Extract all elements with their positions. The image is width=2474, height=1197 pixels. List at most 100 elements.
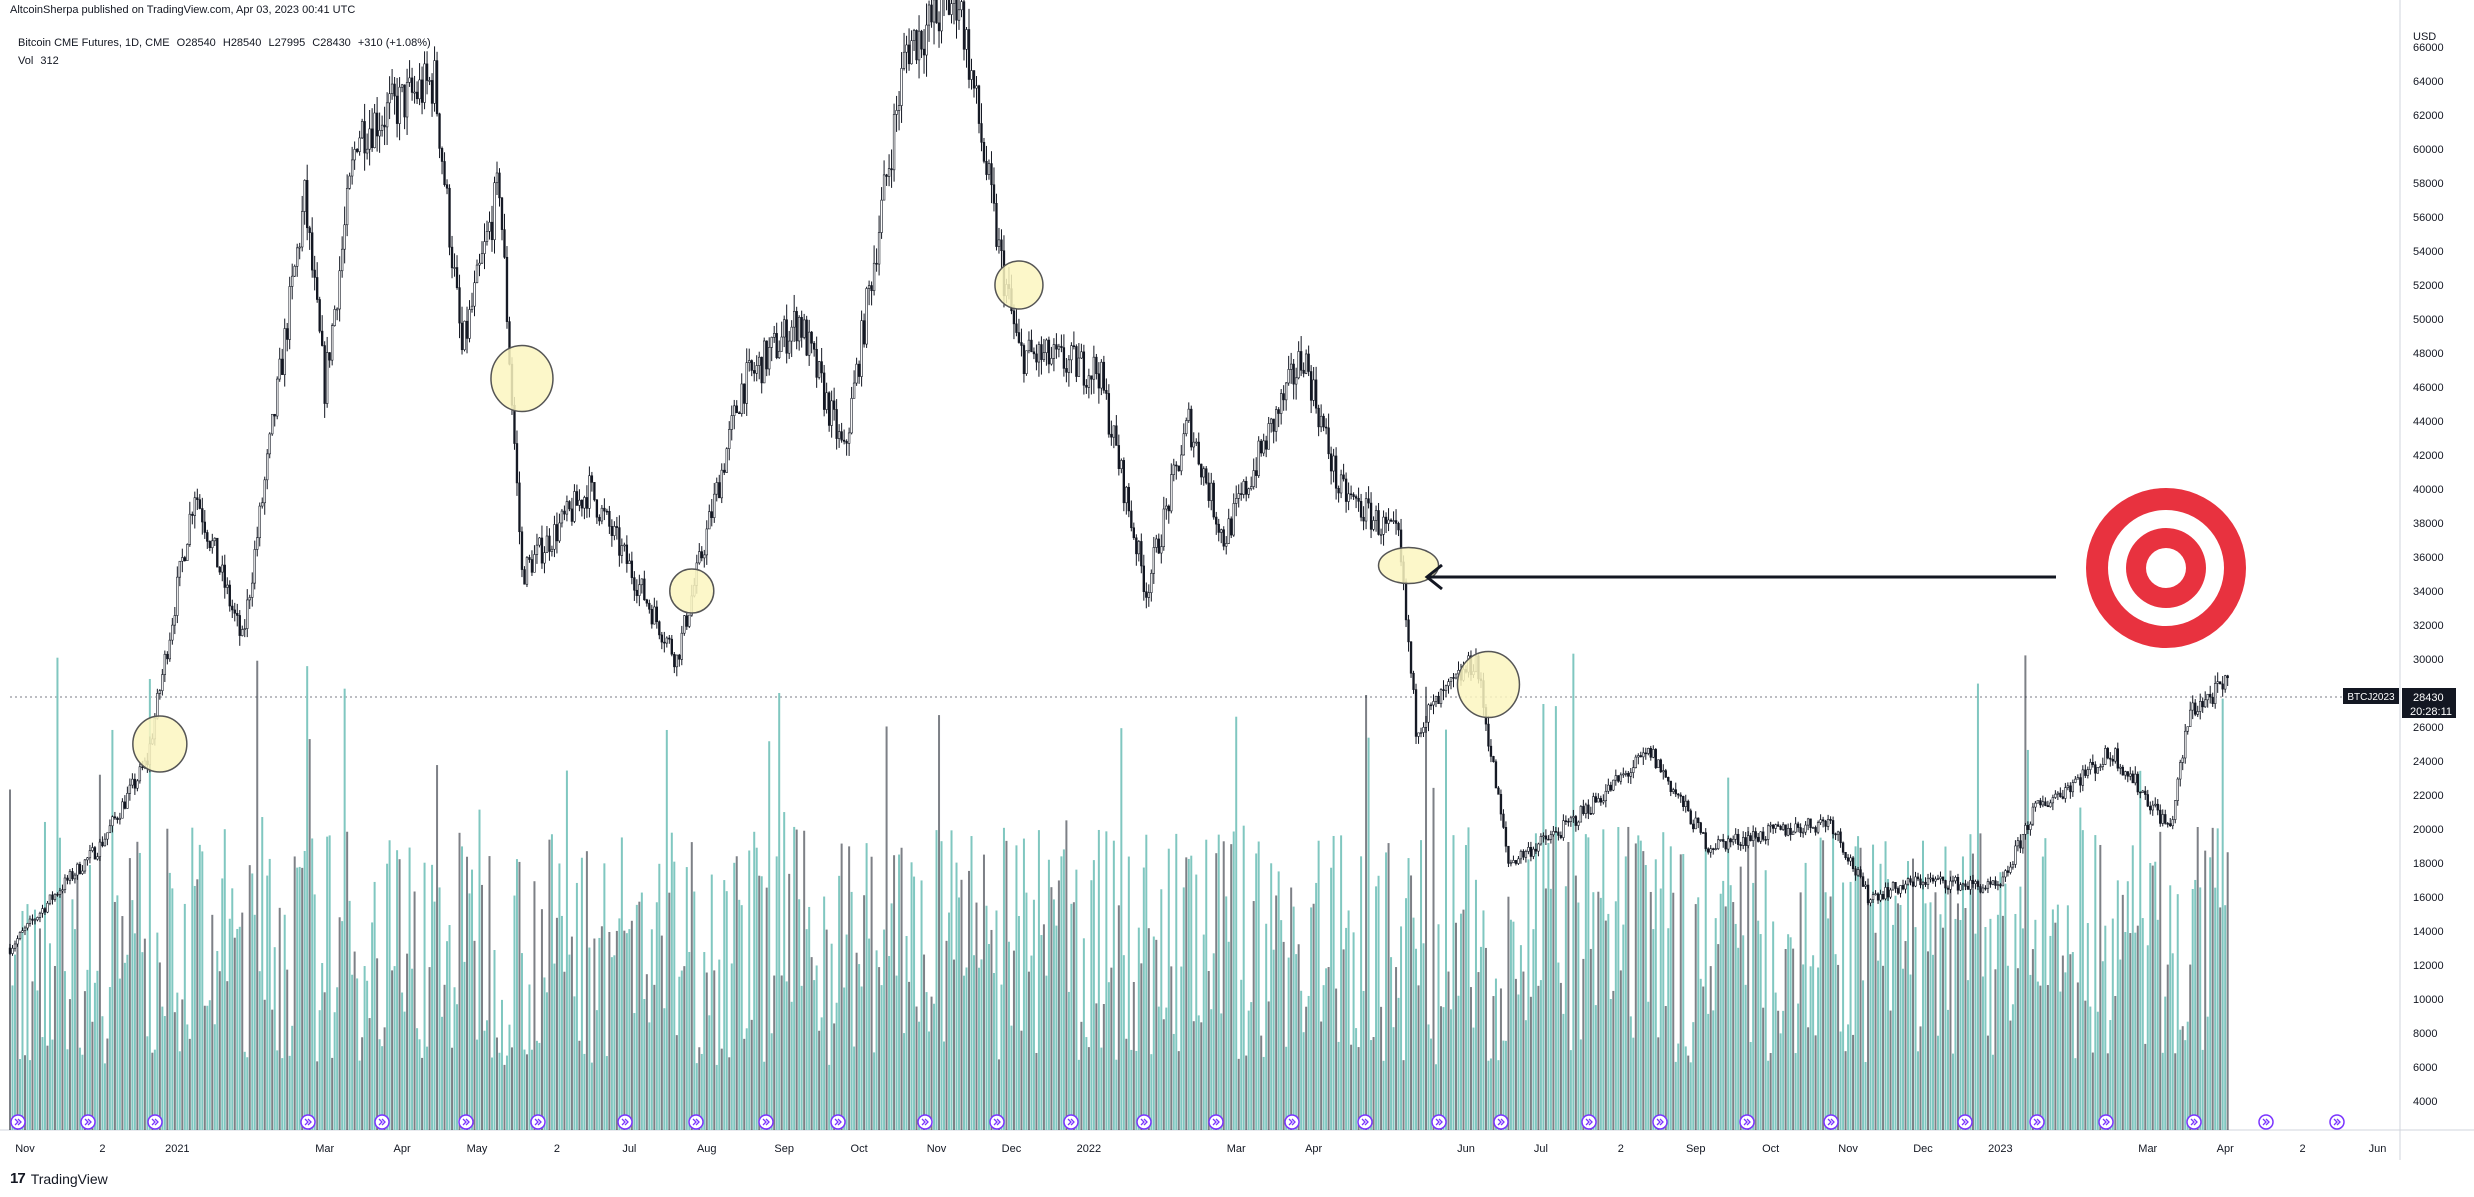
candle-body (2219, 681, 2222, 685)
candle-body (975, 85, 978, 89)
svg-text:20:28:11: 20:28:11 (2410, 706, 2452, 718)
candle-body (1319, 415, 1323, 428)
volume-bar (860, 986, 863, 1130)
candle-body (1299, 351, 1303, 371)
price-scale-ticks[interactable]: 6600064000620006000058000560005400052000… (2413, 42, 2444, 1108)
candle-body (440, 148, 444, 162)
candle-body (51, 894, 54, 900)
candle-body (1614, 775, 1617, 781)
legend-close: C28430 (312, 37, 351, 49)
candle-body (857, 363, 861, 377)
candle-body (241, 629, 244, 636)
candle-body (710, 511, 713, 518)
volume-bar (1102, 1004, 1105, 1130)
volume-bar (745, 1028, 748, 1130)
candle-body (350, 159, 354, 177)
candle-body (301, 211, 304, 248)
volume-bar (373, 881, 376, 1130)
volume-bar (950, 830, 953, 1130)
candle-body (1936, 878, 1940, 881)
volume-bar (1280, 920, 1283, 1130)
volume-bar (888, 956, 891, 1130)
volume-bar (868, 938, 871, 1130)
volume-bar (668, 892, 671, 1130)
volume-bar (2039, 985, 2042, 1130)
volume-bar (565, 770, 568, 1130)
arrow-annotation[interactable] (1424, 563, 2056, 591)
candle-body (1806, 818, 1810, 826)
volume-bar (291, 1025, 294, 1130)
volume-bar (2224, 905, 2227, 1130)
candle-body (613, 526, 616, 536)
candle-body (1289, 363, 1293, 370)
volume-bar (1769, 1053, 1772, 1130)
volume-bar (176, 992, 179, 1130)
time-axis-labels[interactable]: Nov 2 2021 Mar Apr May 2 Jul Aug Sep Oct Nov Dec 2022… (15, 1143, 2386, 1155)
volume-bar (1405, 898, 1408, 1130)
candle-body (1562, 820, 1565, 838)
candle-body (1270, 418, 1273, 424)
volume-bar (1060, 856, 1063, 1130)
volume-bar (66, 1049, 69, 1130)
candle-body (1524, 851, 1528, 858)
volume-bar (2216, 828, 2219, 1130)
candle-body (1245, 481, 1248, 495)
volume-bar (743, 1038, 746, 1130)
candle-body (1060, 345, 1063, 348)
candle-body (568, 501, 571, 510)
volume-bar (1365, 695, 1368, 1130)
candle-body (2141, 790, 2144, 793)
candle-body (1707, 848, 1710, 853)
candle-body (1052, 344, 1056, 359)
candle-body (850, 398, 853, 434)
tradingview-brand[interactable]: 17 TradingView (10, 1170, 108, 1187)
volume-bar (1222, 841, 1225, 1130)
volume-bar (1572, 653, 1575, 1130)
candle-body (543, 552, 546, 564)
candle-body (1102, 361, 1106, 391)
volume-bar (251, 873, 254, 1130)
volume-bar (2086, 923, 2089, 1130)
volume-bar (1537, 985, 1540, 1130)
candle-body (1836, 831, 1840, 835)
candle-body (773, 333, 776, 338)
candle-body (261, 502, 264, 507)
volume-bar (583, 1053, 586, 1130)
legend-symbol[interactable]: Bitcoin CME Futures, 1D, CME (18, 37, 170, 49)
event-icon-glyph (1656, 1118, 1664, 1126)
volume-bar (1330, 867, 1333, 1130)
candle-body (1896, 888, 1900, 894)
candle-body (705, 528, 708, 556)
candle-body (1619, 774, 1622, 782)
volume-bar (1015, 845, 1018, 1130)
volume-bar (2101, 961, 2104, 1130)
price-tick: 64000 (2413, 76, 2444, 88)
volume-bar (196, 879, 199, 1130)
candle-body (1424, 721, 1428, 728)
candle-body (530, 559, 534, 573)
candle-body (655, 606, 658, 623)
candle-body (333, 309, 336, 326)
volume-bar (1335, 988, 1338, 1130)
candle-body (1362, 516, 1365, 522)
candle-body (735, 405, 738, 414)
candle-body (997, 239, 1001, 247)
candle-body (980, 123, 983, 143)
volume-bar (1941, 927, 1944, 1130)
volume-bar (2116, 880, 2119, 1130)
candle-body (1929, 877, 1932, 880)
event-icons-row[interactable] (10, 1114, 2345, 1130)
volume-bar (1187, 858, 1190, 1130)
volume-bar (2121, 894, 2124, 1130)
candle-body (1819, 819, 1822, 823)
candle-body (281, 358, 284, 375)
candle-body (1856, 869, 1860, 876)
candle-body (2151, 804, 2154, 811)
volume-bar (271, 1009, 274, 1130)
volume-bar (1185, 857, 1188, 1130)
volume-bar (126, 954, 129, 1130)
volume-bar (306, 666, 309, 1130)
candle-body (535, 544, 539, 555)
volume-bar (1307, 995, 1310, 1130)
